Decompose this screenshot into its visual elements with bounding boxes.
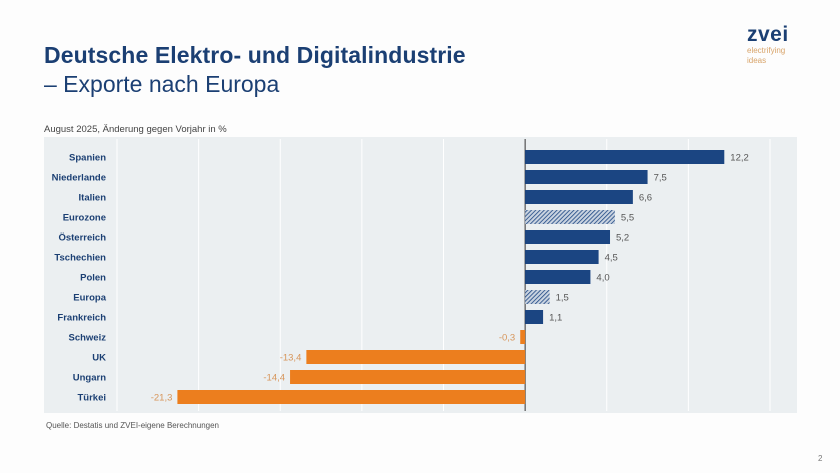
chart-subtitle: August 2025, Änderung gegen Vorjahr in % xyxy=(44,124,227,135)
bar-uk xyxy=(306,350,526,364)
category-label: Niederlande xyxy=(52,173,106,184)
bar-frankreich xyxy=(525,310,544,324)
data-label: -0,3 xyxy=(499,333,515,344)
category-label: Österreich xyxy=(58,233,106,244)
category-label: Spanien xyxy=(69,153,106,164)
data-label: 6,6 xyxy=(639,193,652,204)
category-label: Italien xyxy=(79,193,107,204)
logo-wordmark: zvei xyxy=(747,23,789,46)
category-label: Polen xyxy=(80,273,106,284)
page-number: 2 xyxy=(818,454,823,463)
bar-niederlande xyxy=(525,170,648,184)
bar-spanien xyxy=(525,150,725,164)
data-label: 1,5 xyxy=(556,293,569,304)
data-label: 5,5 xyxy=(621,213,634,224)
logo-tagline-1: electrifying xyxy=(747,46,786,55)
data-label: -14,4 xyxy=(263,373,285,384)
data-label: 12,2 xyxy=(730,153,749,164)
bar-polen xyxy=(525,270,591,284)
category-label: Ungarn xyxy=(73,373,106,384)
chart-area: 12,2 7,5 6,6 5,5 5,2 4,5 4,0 1,5 1,1 -0,3 -13,4 -14… xyxy=(44,137,797,413)
bar-ungarn xyxy=(290,370,526,384)
category-label: Türkei xyxy=(77,393,106,404)
data-label: -21,3 xyxy=(151,393,173,404)
bar-schweiz xyxy=(520,330,526,344)
bar-italien xyxy=(525,190,633,204)
bar-österreich xyxy=(525,230,611,244)
data-label: 4,5 xyxy=(605,253,618,264)
zvei-logo: zvei electrifying ideas xyxy=(747,23,789,65)
category-label: Schweiz xyxy=(69,333,107,344)
bar-chart: 12,2 7,56,6 5,5 5,2 4,5 4,0 1,5 1,1 -0,3 -13,4 -14… xyxy=(52,139,771,411)
data-label: -13,4 xyxy=(280,353,302,364)
page-title: Deutsche Elektro- und Digitalindustrie xyxy=(44,42,466,68)
data-label: 7,5 xyxy=(654,173,667,184)
logo-tagline-2: ideas xyxy=(747,56,767,65)
source-note: Quelle: Destatis und ZVEI-eigene Berechn… xyxy=(46,421,219,430)
data-label: 5,2 xyxy=(616,233,629,244)
bar-türkei xyxy=(177,390,526,404)
category-label: UK xyxy=(92,353,106,364)
data-label: 1,1 xyxy=(549,313,562,324)
bar-europa xyxy=(525,290,550,304)
category-label: Eurozone xyxy=(63,213,106,224)
bar-eurozone xyxy=(525,210,615,224)
category-label: Frankreich xyxy=(57,313,106,324)
bar-tschechien xyxy=(525,250,599,264)
page-subtitle: – Exporte nach Europa xyxy=(44,71,280,97)
data-label: 4,0 xyxy=(596,273,609,284)
category-label: Tschechien xyxy=(54,253,106,264)
category-label: Europa xyxy=(73,293,106,304)
